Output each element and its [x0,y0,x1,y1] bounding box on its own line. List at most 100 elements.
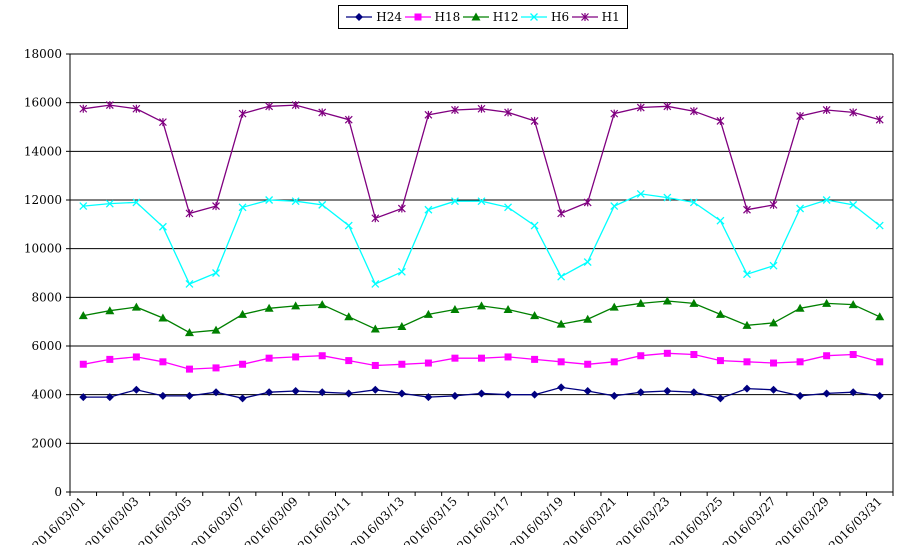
legend-swatch-marker [355,13,364,21]
y-tick-label: 8000 [31,290,62,304]
data-point-h18 [637,352,645,360]
data-point-h1 [743,205,751,214]
data-point-h24 [610,391,619,400]
data-point-h6 [530,221,539,230]
data-point-h24 [158,391,167,400]
data-point-h18 [106,355,114,363]
data-point-h1 [530,116,539,125]
data-point-h18 [610,358,618,366]
data-point-h12 [530,311,540,320]
data-point-h18 [690,351,698,359]
data-point-h12 [715,309,725,318]
data-point-h24 [822,389,831,398]
legend-swatch-marker [414,13,421,21]
data-point-h24 [105,393,114,402]
data-point-h24 [689,388,698,397]
data-point-h18 [424,359,432,367]
data-point-h12 [238,309,248,318]
x-tick-label: 2016/03/19 [507,494,566,545]
data-point-h12 [636,298,646,307]
data-point-h6 [477,197,486,206]
data-point-h6 [822,196,831,204]
series-h6 [79,189,884,288]
data-point-h12 [769,318,779,327]
data-point-h24 [238,394,247,403]
data-point-h1 [689,107,698,116]
data-point-h12 [131,302,141,311]
data-point-h6 [796,204,805,213]
data-point-h12 [742,320,752,329]
data-point-h18 [663,349,671,357]
y-tick-label: 0 [54,485,62,499]
tick-labels: 0 2000 4000 6000 8000 10000 12000 14000 16000 180… [24,47,885,545]
x-tick-label: 2016/03/01 [30,494,89,545]
gridlines [70,53,893,444]
data-point-h1 [451,105,459,114]
y-tick-label: 12000 [24,193,62,207]
data-point-h18 [716,357,724,365]
data-point-h18 [159,358,167,366]
y-tick-label: 2000 [31,436,62,450]
data-point-h12 [423,309,433,318]
data-point-h6 [344,221,353,230]
data-point-h18 [849,351,857,359]
data-point-h18 [584,360,592,368]
data-point-h6 [636,189,645,198]
x-tick-label: 2016/03/05 [136,494,195,545]
data-point-h1 [663,102,672,111]
data-point-h1 [291,101,300,110]
legend-item: H6 [521,10,569,24]
data-point-h1 [636,103,645,112]
data-point-h6 [238,203,247,212]
data-point-h18 [79,360,87,368]
data-point-h18 [478,354,485,362]
series-h24 [79,383,884,403]
data-point-h1 [716,116,725,125]
data-point-h6 [504,203,513,212]
data-point-h1 [185,209,194,218]
data-point-h24 [424,393,433,402]
data-point-h12 [317,300,327,309]
data-point-h6 [875,221,884,230]
data-point-h1 [132,104,141,113]
data-point-h24 [742,384,751,393]
data-point-h6 [291,197,300,206]
data-point-h24 [132,385,141,394]
data-point-h12 [822,298,832,307]
legend-item: H18 [404,10,460,24]
series-h1 [79,101,884,223]
x-tick-label: 2016/03/25 [667,494,726,545]
data-point-h1 [477,104,486,113]
data-point-h24 [79,393,88,402]
y-tick-label: 18000 [24,47,62,61]
data-point-h1 [769,200,778,209]
data-point-h24 [504,390,513,399]
data-point-h1 [238,109,247,118]
data-point-h6 [105,199,114,208]
data-point-h12 [450,305,460,313]
data-point-h12 [211,325,221,334]
x-tick-label: 2016/03/09 [242,494,301,545]
data-point-h12 [370,324,380,333]
data-point-h1 [371,214,380,223]
data-point-h12 [344,312,354,321]
data-point-h1 [79,104,88,113]
data-point-h24 [875,391,884,400]
legend-label: H12 [492,10,519,24]
data-point-h24 [265,388,274,397]
data-point-h6 [689,198,698,207]
data-point-h6 [397,267,406,276]
data-point-h12 [477,301,486,310]
data-point-h6 [185,279,194,288]
data-point-h24 [663,387,672,396]
data-point-h12 [158,313,168,322]
data-point-h1 [610,109,619,118]
data-point-h24 [397,389,406,398]
data-point-h1 [397,204,406,213]
legend-swatch-marker [471,12,481,21]
data-point-h18 [239,360,247,368]
data-point-h1 [796,112,805,121]
data-point-h1 [265,102,274,111]
data-point-h18 [185,365,193,373]
x-tick-label: 2016/03/07 [189,494,248,545]
